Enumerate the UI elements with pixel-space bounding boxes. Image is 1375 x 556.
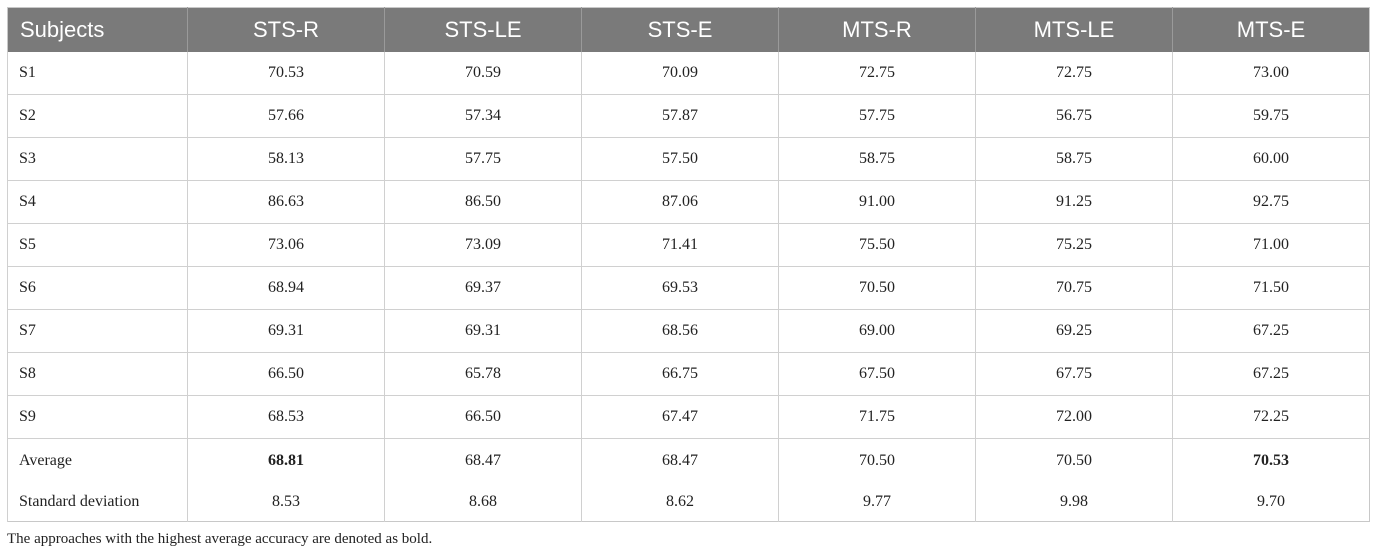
table-cell: 75.25 (975, 223, 1173, 267)
table-cell: 69.31 (187, 309, 385, 353)
std-cell: 8.53 (187, 483, 385, 522)
table-cell: 73.06 (187, 223, 385, 267)
table-cell: 59.75 (1172, 94, 1370, 138)
table-cell: 65.78 (384, 352, 582, 396)
average-cell: 68.81 (187, 438, 385, 484)
std-cell: 8.68 (384, 483, 582, 522)
std-cell: 9.98 (975, 483, 1173, 522)
results-table: Subjects STS-R STS-LE STS-E MTS-R MTS-LE… (7, 7, 1370, 522)
subject-label: S8 (7, 352, 188, 396)
average-cell: 68.47 (581, 438, 779, 484)
average-cell: 70.53 (1172, 438, 1370, 484)
header-mts-e: MTS-E (1172, 7, 1370, 52)
table-cell: 67.75 (975, 352, 1173, 396)
table-cell: 69.53 (581, 266, 779, 310)
table-cell: 58.75 (778, 137, 976, 181)
table-cell: 72.75 (778, 51, 976, 95)
table-cell: 73.00 (1172, 51, 1370, 95)
table-cell: 57.34 (384, 94, 582, 138)
table-cell: 70.50 (778, 266, 976, 310)
header-mts-le: MTS-LE (975, 7, 1173, 52)
table-row: S5 73.06 73.09 71.41 75.50 75.25 71.00 (7, 223, 1370, 267)
table-cell: 67.47 (581, 395, 779, 439)
table-cell: 58.13 (187, 137, 385, 181)
table-cell: 67.50 (778, 352, 976, 396)
table-cell: 57.66 (187, 94, 385, 138)
std-cell: 9.70 (1172, 483, 1370, 522)
table-cell: 57.75 (384, 137, 582, 181)
table-cell: 69.37 (384, 266, 582, 310)
table-cell: 66.75 (581, 352, 779, 396)
average-cell: 70.50 (778, 438, 976, 484)
table-cell: 70.75 (975, 266, 1173, 310)
table-cell: 86.63 (187, 180, 385, 224)
subject-label: S1 (7, 51, 188, 95)
table-cell: 72.75 (975, 51, 1173, 95)
table-cell: 91.25 (975, 180, 1173, 224)
table-row: S4 86.63 86.50 87.06 91.00 91.25 92.75 (7, 180, 1370, 224)
table-cell: 71.75 (778, 395, 976, 439)
table-row: S7 69.31 69.31 68.56 69.00 69.25 67.25 (7, 309, 1370, 353)
subject-label: S7 (7, 309, 188, 353)
table-cell: 75.50 (778, 223, 976, 267)
average-label: Average (7, 438, 188, 484)
table-cell: 68.56 (581, 309, 779, 353)
table-cell: 87.06 (581, 180, 779, 224)
table-cell: 68.94 (187, 266, 385, 310)
header-mts-r: MTS-R (778, 7, 976, 52)
header-sts-r: STS-R (187, 7, 385, 52)
subject-label: S3 (7, 137, 188, 181)
table-row: S1 70.53 70.59 70.09 72.75 72.75 73.00 (7, 51, 1370, 95)
table-row: S2 57.66 57.34 57.87 57.75 56.75 59.75 (7, 94, 1370, 138)
table-cell: 71.50 (1172, 266, 1370, 310)
table-cell: 86.50 (384, 180, 582, 224)
results-table-container: Subjects STS-R STS-LE STS-E MTS-R MTS-LE… (7, 7, 1370, 522)
average-cell: 70.50 (975, 438, 1173, 484)
average-cell: 68.47 (384, 438, 582, 484)
table-cell: 66.50 (384, 395, 582, 439)
std-label: Standard deviation (7, 483, 188, 522)
table-cell: 91.00 (778, 180, 976, 224)
table-cell: 67.25 (1172, 352, 1370, 396)
table-row: S9 68.53 66.50 67.47 71.75 72.00 72.25 (7, 395, 1370, 439)
std-row: Standard deviation 8.53 8.68 8.62 9.77 9… (7, 483, 1370, 522)
table-footnote: The approaches with the highest average … (7, 531, 433, 547)
table-row: S6 68.94 69.37 69.53 70.50 70.75 71.50 (7, 266, 1370, 310)
std-cell: 9.77 (778, 483, 976, 522)
table-cell: 60.00 (1172, 137, 1370, 181)
table-cell: 56.75 (975, 94, 1173, 138)
header-row: Subjects STS-R STS-LE STS-E MTS-R MTS-LE… (7, 7, 1370, 52)
subject-label: S2 (7, 94, 188, 138)
table-cell: 57.50 (581, 137, 779, 181)
table-cell: 72.25 (1172, 395, 1370, 439)
header-subjects: Subjects (7, 7, 188, 52)
table-cell: 92.75 (1172, 180, 1370, 224)
subject-label: S4 (7, 180, 188, 224)
table-cell: 70.53 (187, 51, 385, 95)
table-cell: 69.25 (975, 309, 1173, 353)
average-row: Average 68.81 68.47 68.47 70.50 70.50 70… (7, 438, 1370, 484)
subject-label: S9 (7, 395, 188, 439)
table-row: S8 66.50 65.78 66.75 67.50 67.75 67.25 (7, 352, 1370, 396)
table-cell: 57.87 (581, 94, 779, 138)
header-sts-le: STS-LE (384, 7, 582, 52)
subject-label: S5 (7, 223, 188, 267)
table-cell: 67.25 (1172, 309, 1370, 353)
table-cell: 57.75 (778, 94, 976, 138)
table-cell: 69.00 (778, 309, 976, 353)
table-cell: 71.41 (581, 223, 779, 267)
table-cell: 58.75 (975, 137, 1173, 181)
table-cell: 70.09 (581, 51, 779, 95)
table-cell: 69.31 (384, 309, 582, 353)
subject-label: S6 (7, 266, 188, 310)
header-sts-e: STS-E (581, 7, 779, 52)
table-cell: 68.53 (187, 395, 385, 439)
table-cell: 66.50 (187, 352, 385, 396)
std-cell: 8.62 (581, 483, 779, 522)
table-cell: 70.59 (384, 51, 582, 95)
table-row: S3 58.13 57.75 57.50 58.75 58.75 60.00 (7, 137, 1370, 181)
table-cell: 71.00 (1172, 223, 1370, 267)
table-cell: 73.09 (384, 223, 582, 267)
table-cell: 72.00 (975, 395, 1173, 439)
